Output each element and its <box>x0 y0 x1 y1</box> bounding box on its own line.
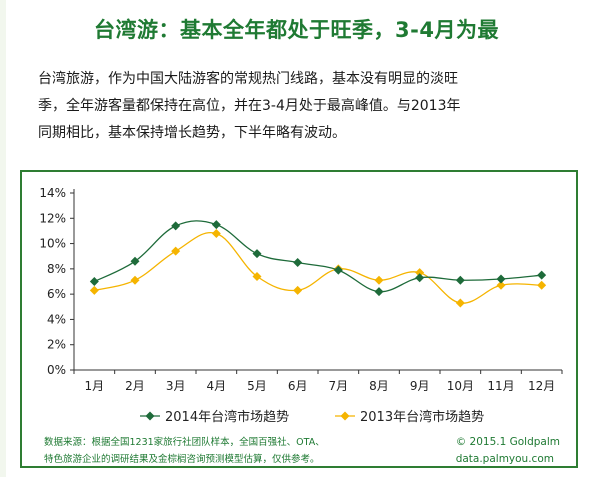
data-point <box>537 270 547 280</box>
data-point <box>293 258 303 268</box>
data-point <box>415 268 425 278</box>
legend-label: 2013年台湾市场趋势 <box>360 409 484 425</box>
x-tick-label: 9月 <box>410 379 430 393</box>
data-point <box>89 285 99 295</box>
x-tick-label: 8月 <box>369 379 389 393</box>
x-tick-label: 7月 <box>329 379 349 393</box>
data-point <box>171 246 181 256</box>
legend-label: 2014年台湾市场趋势 <box>165 409 289 425</box>
source-line: 特色旅游企业的调研结果及金棕榈咨询预测模型估算，仅供参考。 <box>44 454 320 465</box>
data-point <box>130 256 140 266</box>
chart-legend: 2014年台湾市场趋势 2013年台湾市场趋势 <box>140 409 484 425</box>
data-point <box>211 220 221 230</box>
website-text: data.palmyou.com <box>455 453 554 465</box>
series-line <box>94 220 542 293</box>
series-1 <box>89 220 547 297</box>
data-point <box>293 285 303 295</box>
x-tick-label: 6月 <box>288 379 308 393</box>
x-tick-label: 12月 <box>528 379 555 393</box>
x-tick-label: 2月 <box>125 379 145 393</box>
y-tick-label: 12% <box>39 211 66 225</box>
y-tick-label: 4% <box>47 312 66 326</box>
chart-axes: 0% 2% 4% 6% 8% 10% 12% 14% 1月 2月 3月 4月 5月 6月 7月 8月 9月 10月… <box>39 186 563 393</box>
chart-panel: 0% 2% 4% 6% 8% 10% 12% 14% 1月 2月 3月 4月 5月 6月 7月 8月 9月 10月… <box>20 170 578 468</box>
data-point <box>537 280 547 290</box>
y-tick-label: 2% <box>47 338 66 352</box>
description-line: 同期相比，基本保持增长趋势，下半年略有波动。 <box>38 125 346 141</box>
data-point <box>455 298 465 308</box>
line-chart: 0% 2% 4% 6% 8% 10% 12% 14% 1月 2月 3月 4月 5月 6月 7月 8月 9月 10月… <box>39 186 563 425</box>
x-tick-label: 4月 <box>207 379 227 393</box>
chart-series <box>89 220 547 308</box>
y-tick-label: 10% <box>39 237 66 251</box>
data-point <box>252 271 262 281</box>
data-point <box>89 277 99 286</box>
x-tick-label: 10月 <box>447 379 474 393</box>
y-tick-label: 14% <box>39 186 66 200</box>
x-tick-label: 11月 <box>487 379 514 393</box>
x-tick-label: 3月 <box>166 379 186 393</box>
description-line: 台湾旅游，作为中国大陆游客的常规热门线路，基本没有明显的淡旺 <box>38 71 458 87</box>
y-tick-label: 0% <box>47 363 66 377</box>
data-point <box>171 221 181 231</box>
series-line <box>94 231 542 304</box>
source-line: 数据来源：根据全国1231家旅行社团队样本，全国百强社、OTA、 <box>44 437 325 448</box>
copyright-text: © 2015.1 Goldpalm <box>455 436 560 448</box>
copyright-block: © 2015.1 Goldpalm data.palmyou.com <box>456 434 560 468</box>
description-line: 季，全年游客量都保持在高位，并在3-4月处于最高峰值。与2013年 <box>38 98 461 114</box>
data-point <box>374 287 384 297</box>
data-source-note: 数据来源：根据全国1231家旅行社团队样本，全国百强社、OTA、 特色旅游企业的… <box>44 434 325 468</box>
data-point <box>252 249 262 259</box>
data-point <box>130 275 140 285</box>
data-point <box>496 274 506 284</box>
legend-marker <box>145 411 155 421</box>
legend-item: 2014年台湾市场趋势 <box>140 409 289 425</box>
data-point <box>374 275 384 285</box>
page-accent-strip <box>0 0 6 477</box>
description-text: 台湾旅游，作为中国大陆游客的常规热门线路，基本没有明显的淡旺 季，全年游客量都保… <box>38 66 568 147</box>
series-2 <box>89 228 547 308</box>
x-tick-label: 1月 <box>85 379 105 393</box>
data-point <box>211 228 221 238</box>
data-point <box>455 275 465 285</box>
data-point <box>415 273 425 283</box>
x-tick-label: 5月 <box>247 379 267 393</box>
y-tick-label: 8% <box>47 262 66 276</box>
data-point <box>333 265 343 275</box>
page-title: 台湾游：基本全年都处于旺季，3-4月为最 <box>94 18 499 42</box>
data-point <box>496 280 506 290</box>
y-tick-label: 6% <box>47 287 66 301</box>
legend-item: 2013年台湾市场趋势 <box>335 409 484 425</box>
legend-marker <box>340 411 350 421</box>
